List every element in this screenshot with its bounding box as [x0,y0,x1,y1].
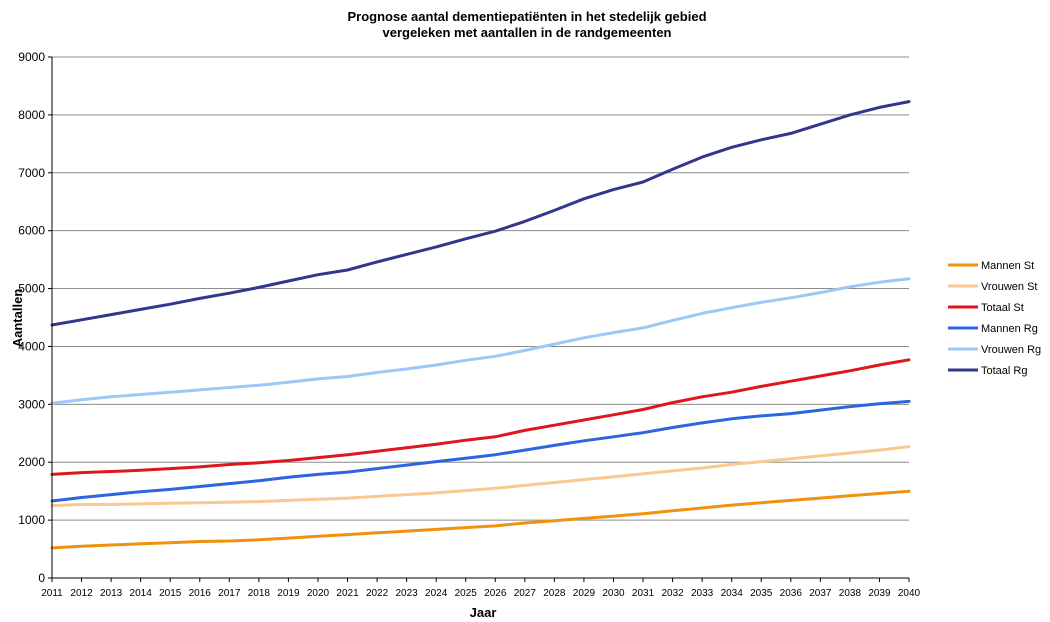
chart-title: Prognose aantal dementiepatiënten in het… [347,9,706,24]
legend: Mannen St Vrouwen St Totaal St Mannen Rg Vro… [948,260,1041,377]
x-tick-label: 2015 [159,588,182,599]
x-tick-label: 2022 [366,588,389,599]
legend-label-mannen-st: Mannen St [981,260,1034,272]
series-line-totaal-st [50,358,911,476]
y-tick-label: 1000 [18,513,45,527]
x-tick-label: 2012 [70,588,93,599]
x-tick-label: 2013 [100,588,123,599]
y-tick-label: 4000 [18,339,45,353]
gridlines [52,56,909,521]
x-tick-label: 2030 [602,588,625,599]
y-tick-label: 6000 [18,224,45,238]
legend-label-totaal-st: Totaal St [981,302,1024,314]
y-tick-label: 9000 [18,50,45,64]
y-tick-label: 5000 [18,282,45,296]
x-tick-label: 2016 [189,588,212,599]
x-tick-label: 2019 [277,588,300,599]
legend-label-mannen-rg: Mannen Rg [981,323,1038,335]
series-line-mannen-rg [50,399,911,503]
series-line-totaal-rg [50,100,911,327]
y-axis-ticks: 0 1000 2000 3000 4000 5000 6000 7000 8000 9000 [18,50,52,585]
x-tick-label: 2034 [721,588,744,599]
x-tick-label: 2036 [780,588,803,599]
x-tick-label: 2032 [661,588,684,599]
x-tick-label: 2027 [514,588,537,599]
series-line-vrouwen-st [50,445,911,508]
x-tick-label: 2023 [395,588,418,599]
x-tick-label: 2014 [130,588,153,599]
x-tick-label: 2021 [336,588,359,599]
series-lines [50,100,911,550]
x-tick-label: 2039 [868,588,891,599]
x-tick-label: 2017 [218,588,241,599]
y-tick-label: 0 [38,571,45,585]
x-tick-label: 2040 [898,588,921,599]
x-tick-label: 2011 [41,588,63,599]
y-axis-label: Aantallen [10,289,25,348]
x-axis-label: Jaar [470,605,497,620]
x-tick-label: 2035 [750,588,773,599]
x-tick-label: 2024 [425,588,448,599]
chart-subtitle: vergeleken met aantallen in de randgemee… [383,25,672,40]
x-tick-label: 2028 [543,588,566,599]
x-tick-label: 2029 [573,588,596,599]
series-line-vrouwen-rg [50,277,911,405]
y-tick-label: 7000 [18,166,45,180]
x-tick-label: 2020 [307,588,330,599]
x-tick-label: 2026 [484,588,507,599]
y-tick-label: 3000 [18,397,45,411]
legend-label-totaal-rg: Totaal Rg [981,365,1027,377]
x-tick-label: 2025 [455,588,478,599]
series-line-mannen-st [50,489,911,550]
x-tick-label: 2038 [839,588,862,599]
x-tick-label: 2033 [691,588,714,599]
legend-label-vrouwen-st: Vrouwen St [981,281,1037,293]
x-tick-label: 2031 [632,588,655,599]
y-tick-label: 2000 [18,455,45,469]
y-tick-label: 8000 [18,108,45,122]
x-axis-ticks: 2011 2012 2013 2014 2015 2016 2017 2018 2019 2020… [41,578,921,599]
x-tick-label: 2037 [809,588,832,599]
legend-label-vrouwen-rg: Vrouwen Rg [981,344,1041,356]
x-tick-label: 2018 [248,588,271,599]
